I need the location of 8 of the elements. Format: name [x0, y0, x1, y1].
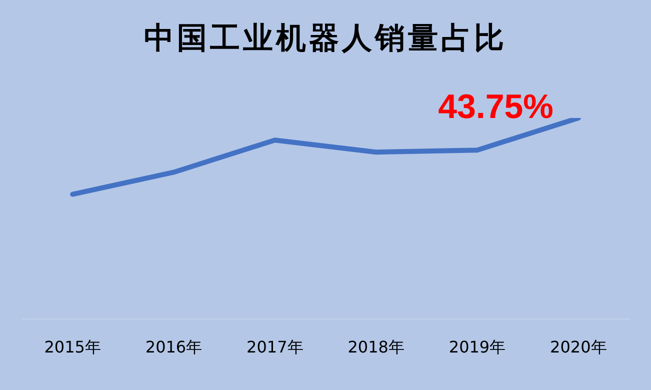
x-tick-label: 2017年 — [246, 338, 304, 357]
chart-title: 中国工业机器人销量占比 — [143, 20, 508, 58]
x-tick-label: 2018年 — [348, 338, 404, 357]
annotation: 43.75% — [438, 88, 554, 126]
x-tick-label: 2019年 — [448, 338, 506, 357]
x-tick-label: 2020年 — [550, 338, 607, 357]
x-tick-label: 2016年 — [145, 338, 202, 357]
x-tick-label: 2015年 — [44, 338, 101, 357]
